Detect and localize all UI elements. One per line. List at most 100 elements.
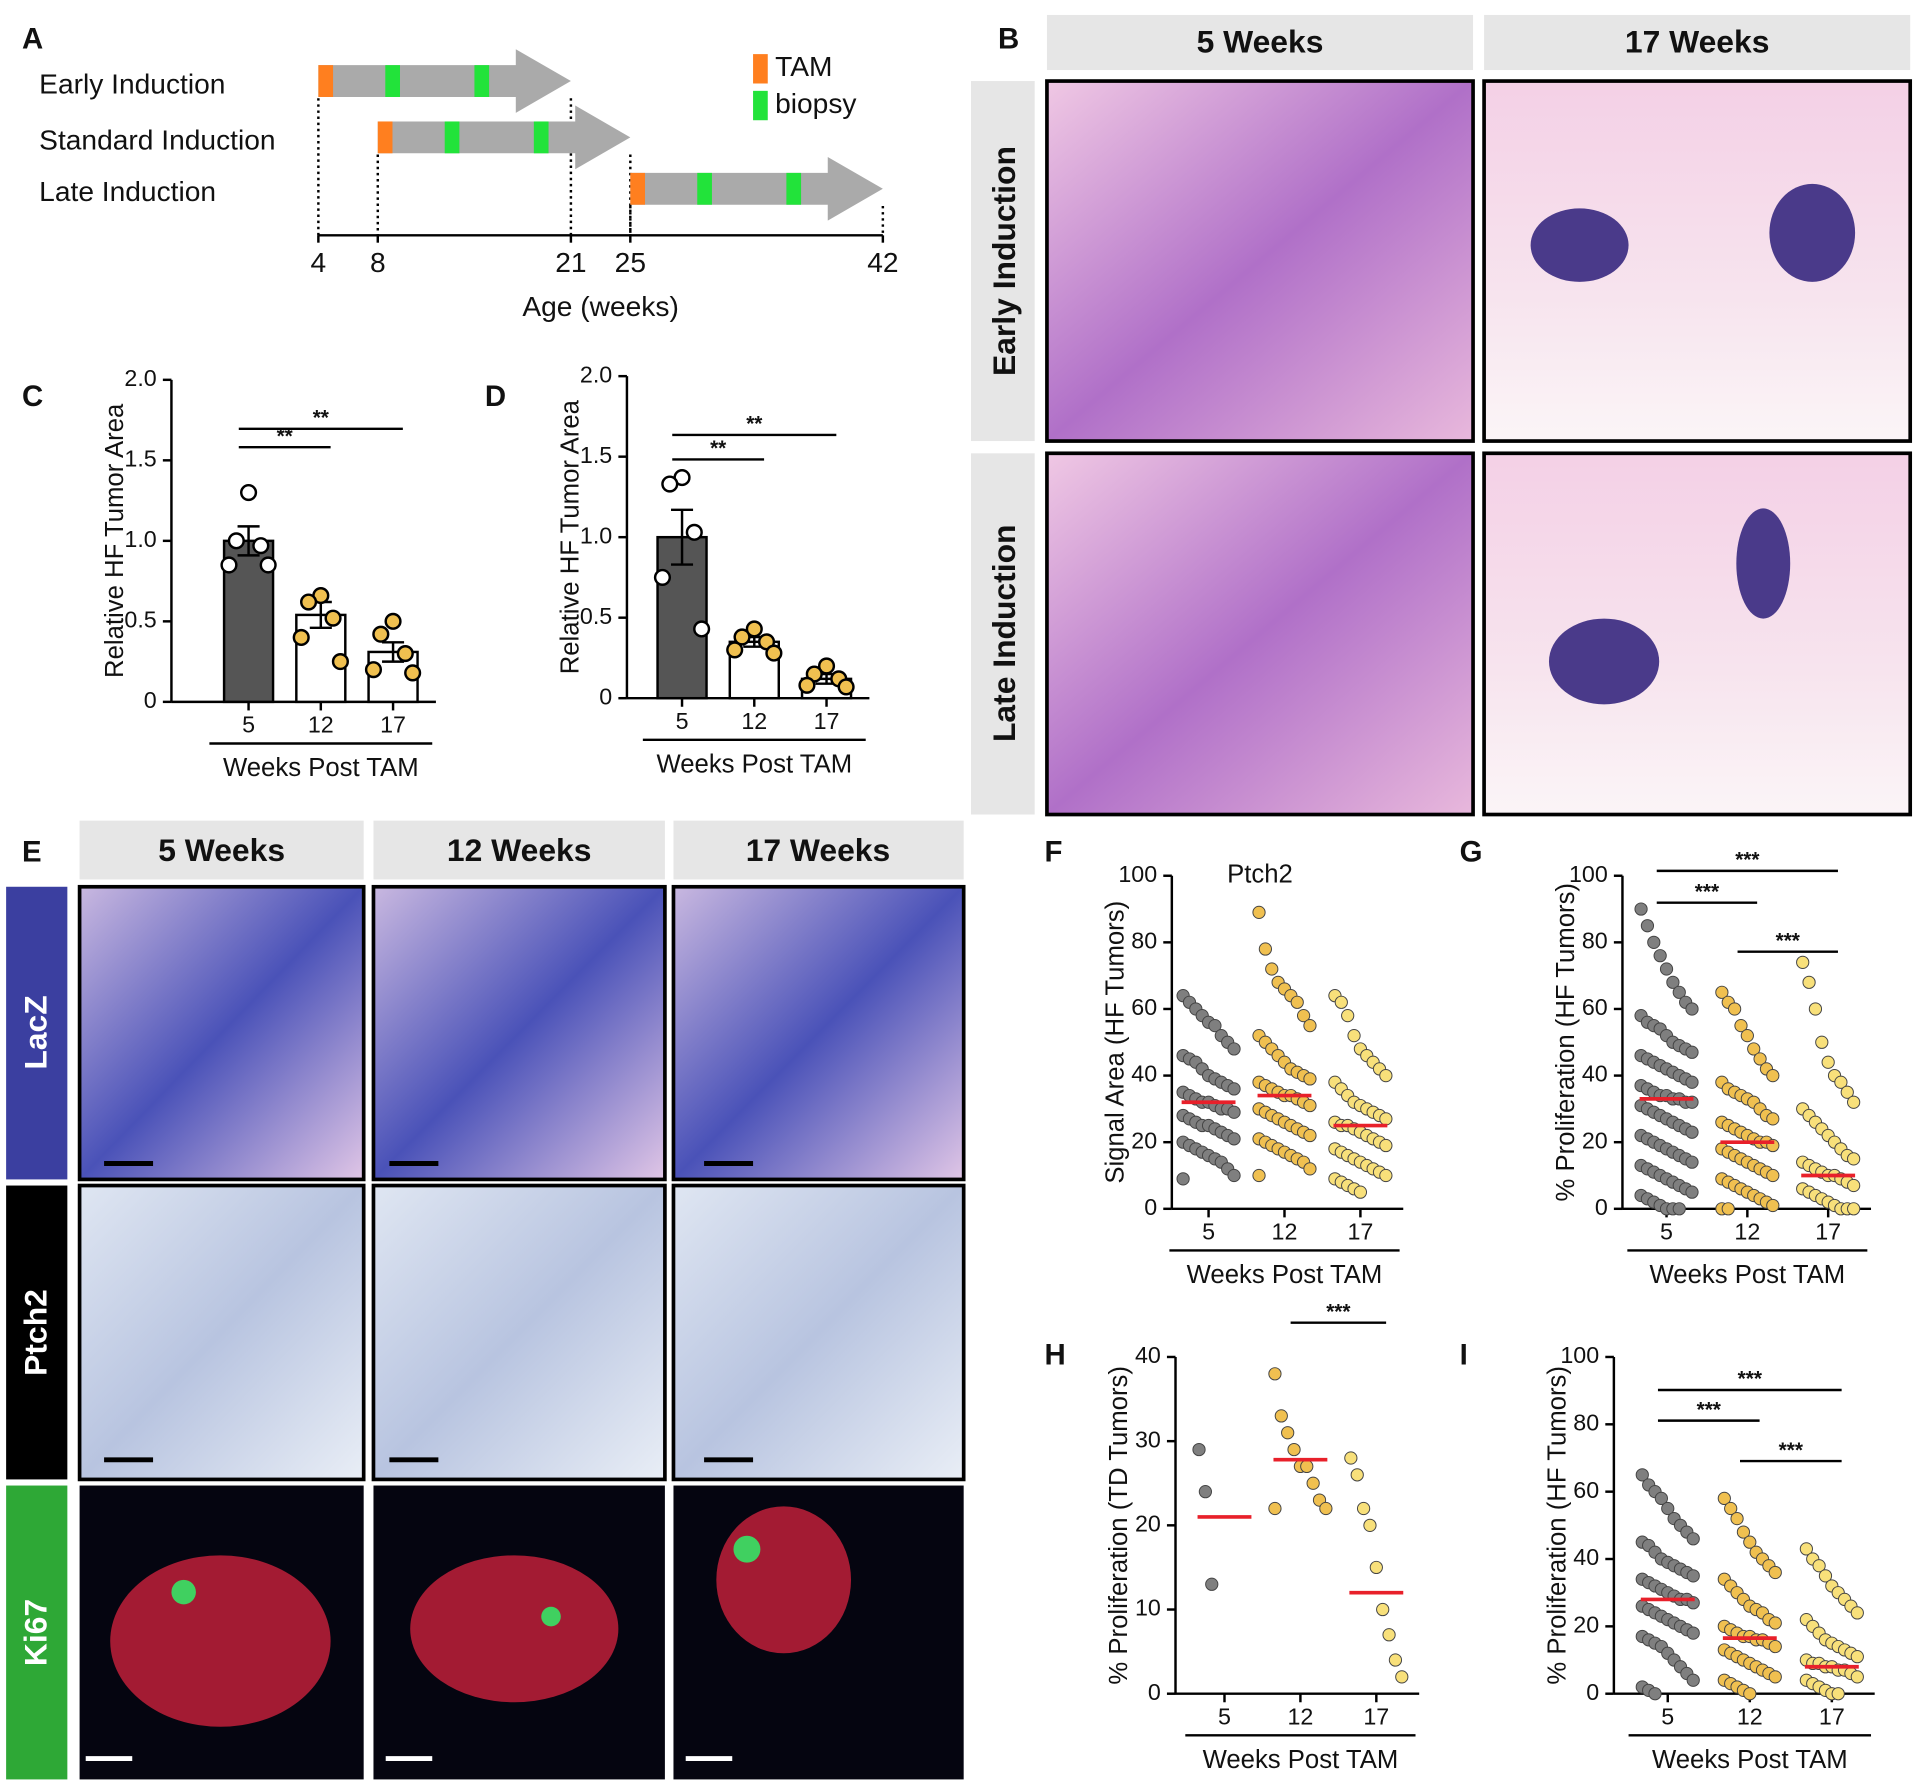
x-tick-label: 4	[311, 247, 327, 278]
row-header: Ptch2	[17, 1289, 53, 1376]
data-point	[1382, 1628, 1396, 1642]
data-point	[252, 537, 270, 555]
column-header: 17 Weeks	[1625, 24, 1770, 60]
y-tick-label: 60	[1573, 1477, 1599, 1503]
data-point	[1717, 1491, 1731, 1506]
stain-image	[671, 1183, 966, 1482]
data-point	[1227, 1132, 1241, 1146]
y-tick-label: 20	[1135, 1510, 1161, 1536]
data-point	[1363, 1518, 1377, 1532]
data-point	[240, 483, 258, 502]
data-point	[1850, 1670, 1864, 1684]
stain-image	[371, 1183, 667, 1482]
data-point	[1666, 975, 1680, 989]
data-point	[1347, 1029, 1361, 1043]
data-point	[1296, 1009, 1311, 1023]
y-tick-label: 2.0	[580, 361, 612, 387]
data-point	[765, 644, 783, 662]
panel-label: C	[22, 380, 43, 413]
data-point	[220, 556, 238, 574]
data-point	[653, 568, 672, 587]
data-point	[1685, 1045, 1699, 1059]
x-tick-label: 12	[1272, 1218, 1298, 1244]
data-point	[1176, 1172, 1190, 1186]
data-point	[1743, 1535, 1757, 1549]
y-tick-label: 100	[1560, 1342, 1599, 1368]
data-point	[1648, 1687, 1662, 1701]
data-point	[1847, 1152, 1861, 1166]
legend-label: TAM	[775, 51, 832, 82]
data-point	[1768, 1639, 1782, 1654]
data-point	[1300, 1459, 1314, 1474]
tissue-blob	[1530, 208, 1629, 282]
data-point	[1265, 962, 1279, 976]
x-tick-label: 12	[1737, 1703, 1763, 1729]
x-tick-label: 25	[615, 247, 646, 278]
y-tick-label: 30	[1135, 1426, 1161, 1452]
data-point	[1303, 1072, 1317, 1086]
significance-label: ***	[1779, 1439, 1804, 1462]
image-grid	[77, 884, 966, 1780]
y-tick-label: 0	[1586, 1679, 1599, 1705]
data-point	[1815, 1035, 1829, 1049]
tissue-blob	[1769, 183, 1856, 282]
biopsy-marker	[533, 121, 549, 154]
data-point	[837, 678, 855, 696]
x-tick-label: 12	[741, 708, 767, 734]
data-point	[1753, 1052, 1767, 1066]
panel-label: F	[1044, 835, 1062, 868]
row-header-box	[971, 81, 1035, 442]
y-tick-label: 0	[599, 683, 612, 709]
x-tick-label: 8	[370, 247, 386, 278]
y-axis-label: % Proliferation (TD Tumors)	[1105, 1366, 1133, 1685]
data-point	[1715, 985, 1729, 999]
data-point	[1821, 1055, 1835, 1069]
significance-label: ***	[1735, 849, 1760, 872]
panel-label: B	[998, 22, 1019, 55]
y-tick-label: 40	[1135, 1342, 1161, 1368]
data-point	[1686, 1673, 1700, 1687]
data-point	[1766, 1198, 1780, 1213]
data-point	[1661, 1501, 1675, 1516]
y-tick-label: 100	[1569, 861, 1608, 887]
column-header-box	[1046, 14, 1474, 71]
significance-label: ***	[1776, 929, 1801, 952]
x-tick-label: 12	[1734, 1218, 1760, 1244]
data-point	[798, 676, 816, 694]
data-point	[1379, 1112, 1393, 1126]
y-axis-label: Signal Area (HF Tumors)	[1102, 901, 1130, 1184]
y-tick-label: 60	[1582, 994, 1608, 1020]
y-tick-label: 40	[1573, 1544, 1599, 1570]
data-point	[1252, 1168, 1266, 1183]
data-point	[1734, 1019, 1748, 1033]
data-point	[1847, 1178, 1861, 1193]
y-tick-label: 0	[144, 687, 157, 713]
data-point	[1740, 1029, 1754, 1043]
data-point	[1685, 1155, 1699, 1169]
row-label: Standard Induction	[39, 125, 275, 156]
data-point	[1252, 905, 1266, 919]
x-tick-label: 5	[676, 708, 689, 734]
y-tick-label: 80	[1582, 927, 1608, 953]
row-header: LacZ	[17, 995, 53, 1069]
y-axis-label: Relative HF Tumor Area	[101, 403, 129, 678]
data-point	[1319, 1501, 1333, 1516]
data-point	[1379, 1168, 1393, 1183]
legend-swatch	[753, 54, 768, 84]
data-point	[745, 620, 763, 638]
significance-label: **	[710, 437, 727, 460]
data-point	[1379, 1138, 1393, 1153]
data-point	[300, 593, 318, 611]
column-header: 5 Weeks	[1197, 24, 1324, 60]
y-tick-label: 80	[1131, 927, 1157, 953]
data-point	[384, 612, 402, 630]
x-tick-label: 17	[1819, 1703, 1845, 1729]
data-point	[259, 556, 277, 574]
biopsy-marker	[385, 65, 400, 97]
y-tick-label: 20	[1573, 1611, 1599, 1637]
data-point	[1303, 1098, 1317, 1113]
chart-title: Ptch2	[1227, 861, 1293, 889]
data-point	[726, 641, 744, 659]
row-header: Late Induction	[986, 525, 1022, 742]
data-point	[227, 532, 245, 550]
